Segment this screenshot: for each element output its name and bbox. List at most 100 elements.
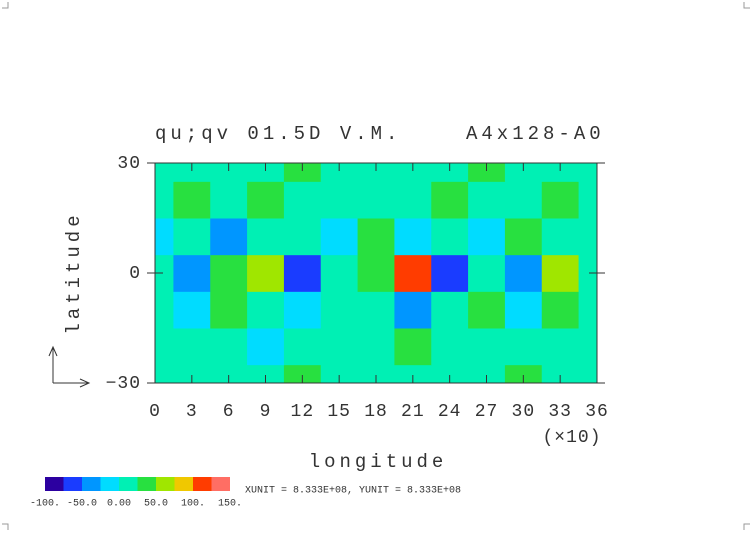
colorbar-swatch: [137, 477, 156, 491]
contour-cell: [541, 218, 580, 256]
contour-cell: [210, 364, 248, 383]
contour-cell: [357, 218, 395, 256]
contour-cell: [247, 328, 285, 366]
contour-cell: [210, 181, 248, 219]
contour-cell: [283, 254, 322, 292]
x-axis-label: longitude: [309, 451, 448, 473]
colorbar-label: 100.: [181, 499, 205, 510]
y-tick-label: 0: [129, 264, 141, 284]
contour-cell: [468, 328, 506, 366]
x-tick-label: 21: [401, 402, 425, 422]
contour-cell: [541, 364, 580, 383]
contour-cell: [283, 364, 322, 383]
x-tick-label: 3: [186, 402, 198, 422]
colorbar-swatch: [100, 477, 119, 491]
contour-cell: [320, 163, 359, 182]
colorbar-swatch: [63, 477, 82, 491]
contour-cell: [394, 254, 432, 292]
contour-cell: [173, 254, 211, 292]
contour-cell: [578, 364, 597, 383]
y-axis-label: latitude: [63, 211, 85, 334]
contour-cell: [155, 218, 174, 256]
contour-cell: [394, 163, 432, 182]
contour-cell: [468, 291, 506, 329]
vector-reference: [48, 345, 91, 388]
contour-cell: [247, 218, 285, 256]
x-tick-label: 27: [475, 402, 499, 422]
contour-cell: [155, 181, 174, 219]
contour-cell: [431, 328, 469, 366]
contour-cell: [210, 328, 248, 366]
contour-cell: [578, 254, 597, 292]
contour-cell: [541, 163, 580, 182]
colorbar-label: -100.: [30, 499, 60, 510]
x-tick-label: 12: [291, 402, 315, 422]
contour-cell: [210, 254, 248, 292]
contour-cell: [504, 181, 543, 219]
contour-cell: [210, 218, 248, 256]
x-tick-label: 0: [149, 402, 161, 422]
contour-cell: [357, 181, 395, 219]
colorbar-swatch: [174, 477, 193, 491]
colorbar-swatch: [211, 477, 230, 491]
contour-cell: [320, 254, 359, 292]
contour-cell: [431, 163, 469, 182]
contour-cell: [541, 291, 580, 329]
x-axis-unit: (×10): [542, 428, 601, 448]
contour-cell: [468, 218, 506, 256]
contour-cell: [578, 181, 597, 219]
contour-cell: [541, 328, 580, 366]
contour-cell: [210, 163, 248, 182]
contour-cell: [173, 163, 211, 182]
contour-cell: [504, 291, 543, 329]
contour-cell: [247, 364, 285, 383]
chart-title: qu;qv 01.5D V.M.: [155, 123, 401, 145]
y-tick-label: −30: [106, 374, 141, 394]
contour-cell: [504, 218, 543, 256]
x-tick-label: 9: [260, 402, 272, 422]
contour-cell: [155, 291, 174, 329]
colorbar-swatch: [193, 477, 212, 491]
contour-cell: [578, 218, 597, 256]
contour-cell: [431, 291, 469, 329]
contour-cell: [247, 254, 285, 292]
colorbar-label: 150.: [218, 499, 242, 510]
contour-cell: [283, 163, 322, 182]
contour-cell: [394, 218, 432, 256]
contour-cell: [283, 291, 322, 329]
contour-cell: [357, 364, 395, 383]
chart-subtitle: A4x128-A0: [466, 123, 605, 145]
unit-note: XUNIT = 8.333E+08, YUNIT = 8.333E+08: [245, 486, 461, 497]
x-tick-label: 30: [512, 402, 536, 422]
contour-cell: [320, 364, 359, 383]
contour-cell: [155, 163, 174, 182]
contour-cell: [504, 364, 543, 383]
x-tick-label: 24: [438, 402, 462, 422]
contour-cell: [468, 181, 506, 219]
contour-cell: [247, 181, 285, 219]
contour-cell: [357, 291, 395, 329]
contour-cell: [357, 163, 395, 182]
contour-cell: [320, 181, 359, 219]
contour-cell: [578, 328, 597, 366]
contour-cell: [320, 218, 359, 256]
contour-cell: [578, 163, 597, 182]
contour-cell: [320, 328, 359, 366]
contour-cell: [394, 181, 432, 219]
colorbar-swatch: [45, 477, 64, 491]
contour-cell: [504, 163, 543, 182]
contour-cell: [357, 328, 395, 366]
contour-cell: [173, 218, 211, 256]
colorbar-label: -50.0: [67, 499, 97, 510]
contour-field: [155, 163, 597, 383]
contour-cell: [155, 328, 174, 366]
contour-cell: [578, 291, 597, 329]
contour-cell: [431, 364, 469, 383]
contour-cell: [173, 181, 211, 219]
contour-cell: [394, 364, 432, 383]
colorbar-swatch: [119, 477, 138, 491]
contour-cell: [357, 254, 395, 292]
contour-cell: [155, 254, 174, 292]
